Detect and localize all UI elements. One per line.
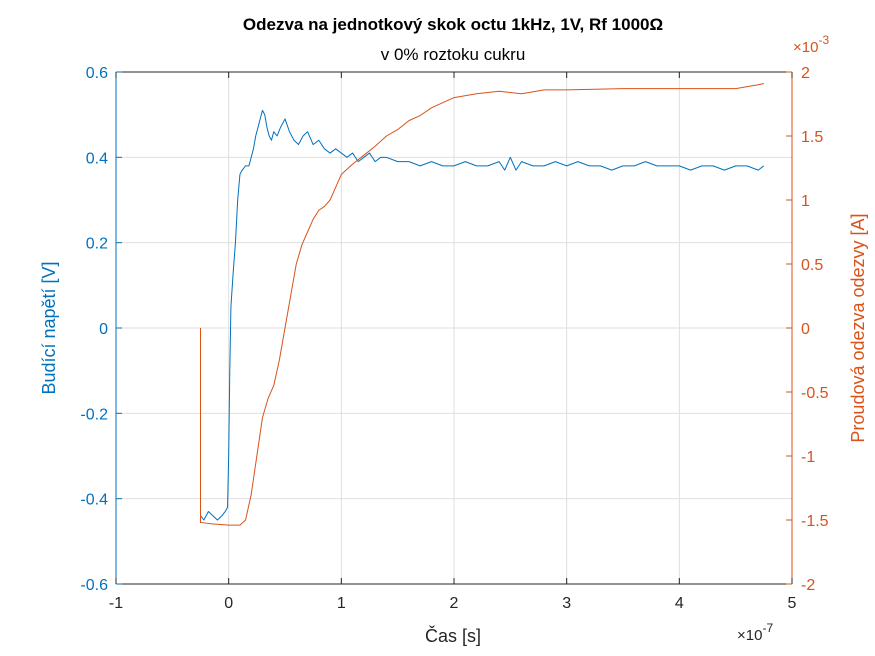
left-y-tick-label-0: -0.6 <box>80 577 108 594</box>
left-y-tick-label-1: -0.4 <box>80 492 108 509</box>
series-line-voltage <box>200 109 765 521</box>
right-exponent-label: ×10-3 <box>793 33 829 56</box>
right-y-tick-label-1: -1.5 <box>801 513 829 530</box>
x-axis-label: Čas [s] <box>425 625 481 646</box>
grid-lines <box>116 72 792 584</box>
right-y-tick-label-4: 0 <box>801 321 810 338</box>
series-line-current <box>200 83 764 526</box>
x-tick-label-4: 3 <box>562 595 571 612</box>
x-tick-label-0: -1 <box>109 595 123 612</box>
right-y-tick-label-2: -1 <box>801 449 815 466</box>
x-tick-label-1: 0 <box>224 595 233 612</box>
x-tick-label-5: 4 <box>675 595 684 612</box>
right-y-tick-label-3: -0.5 <box>801 385 829 402</box>
right-y-tick-label-5: 0.5 <box>801 257 823 274</box>
left-y-axis-label: Budící napětí [V] <box>39 261 59 394</box>
left-y-tick-label-3: 0 <box>99 321 108 338</box>
right-y-tick-label-0: -2 <box>801 577 815 594</box>
right-y-tick-label-6: 1 <box>801 193 810 210</box>
x-exponent-base: ×10 <box>737 627 762 644</box>
x-tick-label-6: 5 <box>788 595 797 612</box>
right-exponent-power: -3 <box>818 33 829 47</box>
left-y-tick-label-2: -0.2 <box>80 406 108 423</box>
x-exponent-label: ×10-7 <box>737 621 773 644</box>
left-y-tick-label-5: 0.4 <box>86 150 108 167</box>
right-y-tick-label-8: 2 <box>801 65 810 82</box>
series-layer <box>200 83 765 526</box>
right-exponent-base: ×10 <box>793 39 818 56</box>
x-tick-label-3: 2 <box>450 595 459 612</box>
x-exponent-power: -7 <box>762 621 773 635</box>
chart-subtitle: v 0% roztoku cukru <box>381 45 526 64</box>
right-y-tick-label-7: 1.5 <box>801 129 823 146</box>
left-y-tick-label-6: 0.6 <box>86 65 108 82</box>
right-y-axis-label: Proudová odezva odezvy [A] <box>848 213 868 442</box>
chart-title: Odezva na jednotkový skok octu 1kHz, 1V,… <box>243 15 663 34</box>
left-y-tick-label-4: 0.2 <box>86 236 108 253</box>
axes: -1 0 1 2 3 4 5 -0.6 -0.4 -0.2 0 0.2 0.4 0.6 -2 -1.5 -1 -0… <box>80 65 828 612</box>
x-tick-label-2: 1 <box>337 595 346 612</box>
